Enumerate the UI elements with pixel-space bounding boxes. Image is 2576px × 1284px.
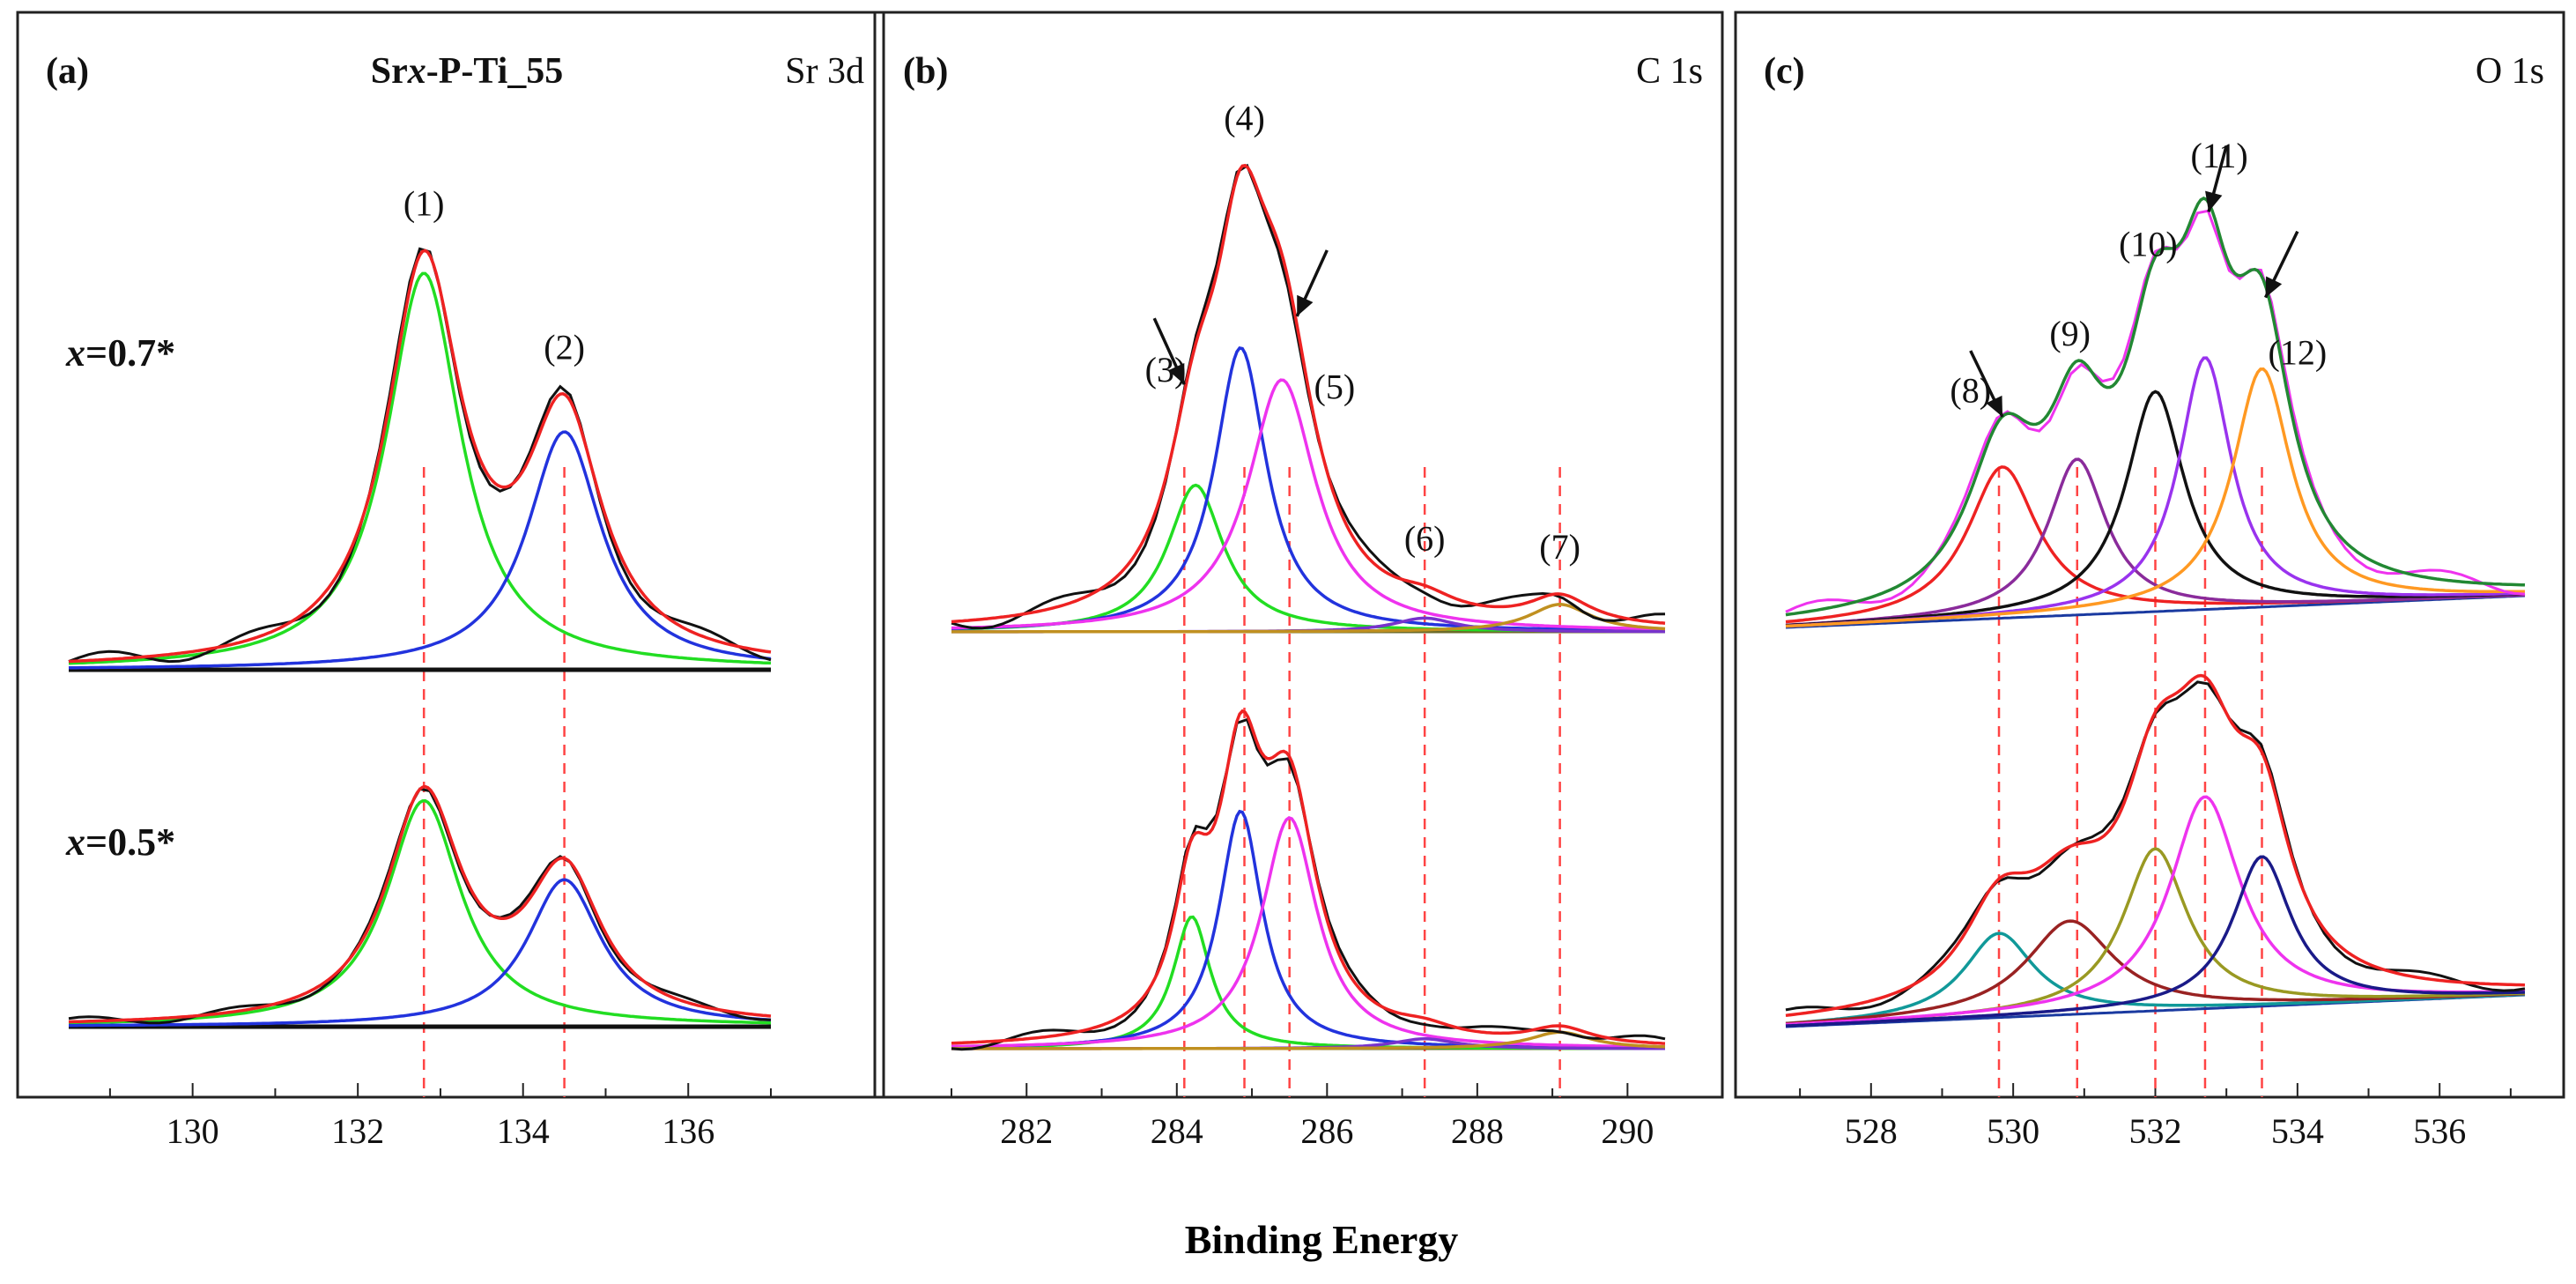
x-axis-label: Binding Energy — [1185, 1217, 1459, 1262]
spectrum-label-rest: =0.7* — [85, 331, 175, 375]
x-tick-label: 536 — [2413, 1111, 2466, 1151]
core-level-label: C 1s — [1636, 51, 1703, 92]
component-curve — [1785, 457, 2526, 627]
peak-number-label: (7) — [1539, 527, 1580, 567]
chart-title: Srx-P-Ti_55 — [371, 51, 564, 92]
panel-frame — [1734, 11, 2565, 1099]
envelope-fit-curve — [68, 249, 772, 664]
component-curve — [68, 430, 772, 670]
arrow-head — [2205, 190, 2223, 212]
peak-number-label: (8) — [1950, 370, 1991, 410]
peak-number-label: (4) — [1224, 99, 1265, 138]
x-tick-label: 532 — [2129, 1111, 2182, 1151]
envelope-fit-curve — [951, 163, 1666, 625]
panel-sr3d: 130 132 134 136(a) Sr 3dSrx-P-Ti_55x=0.7*x=0… — [16, 11, 885, 1151]
component-curve — [951, 915, 1665, 1050]
experimental-curve — [1785, 209, 2526, 613]
envelope-fit-curve — [1785, 673, 2526, 1018]
component-curve — [1785, 855, 2525, 1028]
x-tick-label: 132 — [331, 1111, 384, 1151]
core-level-label: Sr 3d — [785, 51, 864, 92]
x-tick-label: 134 — [497, 1111, 550, 1151]
panel-label: (a) — [46, 51, 89, 92]
envelope-fit-curve — [1785, 197, 2526, 617]
spectrum-label-var: x — [65, 331, 85, 375]
spectrum-label-rest: =0.5* — [85, 820, 175, 864]
spectrum-label-var: x — [65, 820, 85, 864]
component-curve — [1785, 390, 2526, 627]
peak-number-label: (9) — [2049, 314, 2091, 353]
panel-label: (b) — [903, 51, 948, 92]
peak-number-label: (6) — [1404, 518, 1446, 558]
core-level-label: O 1s — [2476, 51, 2544, 92]
component-curve — [951, 378, 1665, 631]
component-curve — [1785, 919, 2526, 1026]
x-tick-label: 288 — [1451, 1111, 1504, 1151]
component-curve — [951, 816, 1665, 1049]
arrow-head — [1168, 363, 1185, 385]
component-curve — [951, 603, 1666, 634]
experimental-curve — [951, 717, 1666, 1051]
panel-frame — [16, 11, 885, 1099]
x-tick-label: 284 — [1151, 1111, 1203, 1151]
arrow-head — [1986, 395, 2003, 417]
panel-frame — [873, 11, 1724, 1099]
title-part: Sr — [371, 51, 408, 92]
spectrum-label: x=0.7* — [65, 331, 175, 375]
panel-c1s: 282 284 286 288 290(b) C 1s(3)(4)(5)(6) (7) — [873, 11, 1724, 1151]
envelope-fit-curve — [68, 784, 772, 1024]
spectrum-label: x=0.5* — [65, 820, 175, 864]
x-tick-label: 130 — [167, 1111, 219, 1151]
panel-label: (c) — [1764, 51, 1805, 92]
peak-number-label: (12) — [2269, 333, 2328, 373]
x-tick-label: 290 — [1601, 1111, 1654, 1151]
component-curve — [69, 878, 772, 1028]
peak-number-label: (1) — [403, 183, 445, 223]
x-tick-label: 530 — [1987, 1111, 2039, 1151]
experimental-curve — [68, 247, 772, 664]
peak-number-label: (2) — [544, 327, 585, 367]
x-tick-label: 136 — [662, 1111, 714, 1151]
component-curve — [951, 809, 1665, 1050]
arrow-head — [2265, 276, 2283, 298]
peak-number-label: (5) — [1314, 367, 1356, 407]
panel-o1s: 528 530 532 534 536(c) O 1s(8)(9)(10)(11)(12) — [1734, 11, 2565, 1151]
envelope-fit-curve — [951, 709, 1666, 1045]
x-tick-label: 286 — [1300, 1111, 1353, 1151]
arrow-head — [1297, 294, 1314, 316]
x-tick-label: 534 — [2271, 1111, 2324, 1151]
component-curve — [68, 271, 772, 665]
title-part: x — [407, 51, 426, 92]
x-tick-label: 282 — [1000, 1111, 1053, 1151]
x-tick-label: 528 — [1845, 1111, 1898, 1151]
title-part: -P-Ti_55 — [426, 51, 564, 92]
component-curve — [951, 1030, 1666, 1050]
background-line — [1785, 594, 2526, 629]
component-curve — [1785, 367, 2525, 628]
peak-number-label: (10) — [2119, 224, 2178, 263]
